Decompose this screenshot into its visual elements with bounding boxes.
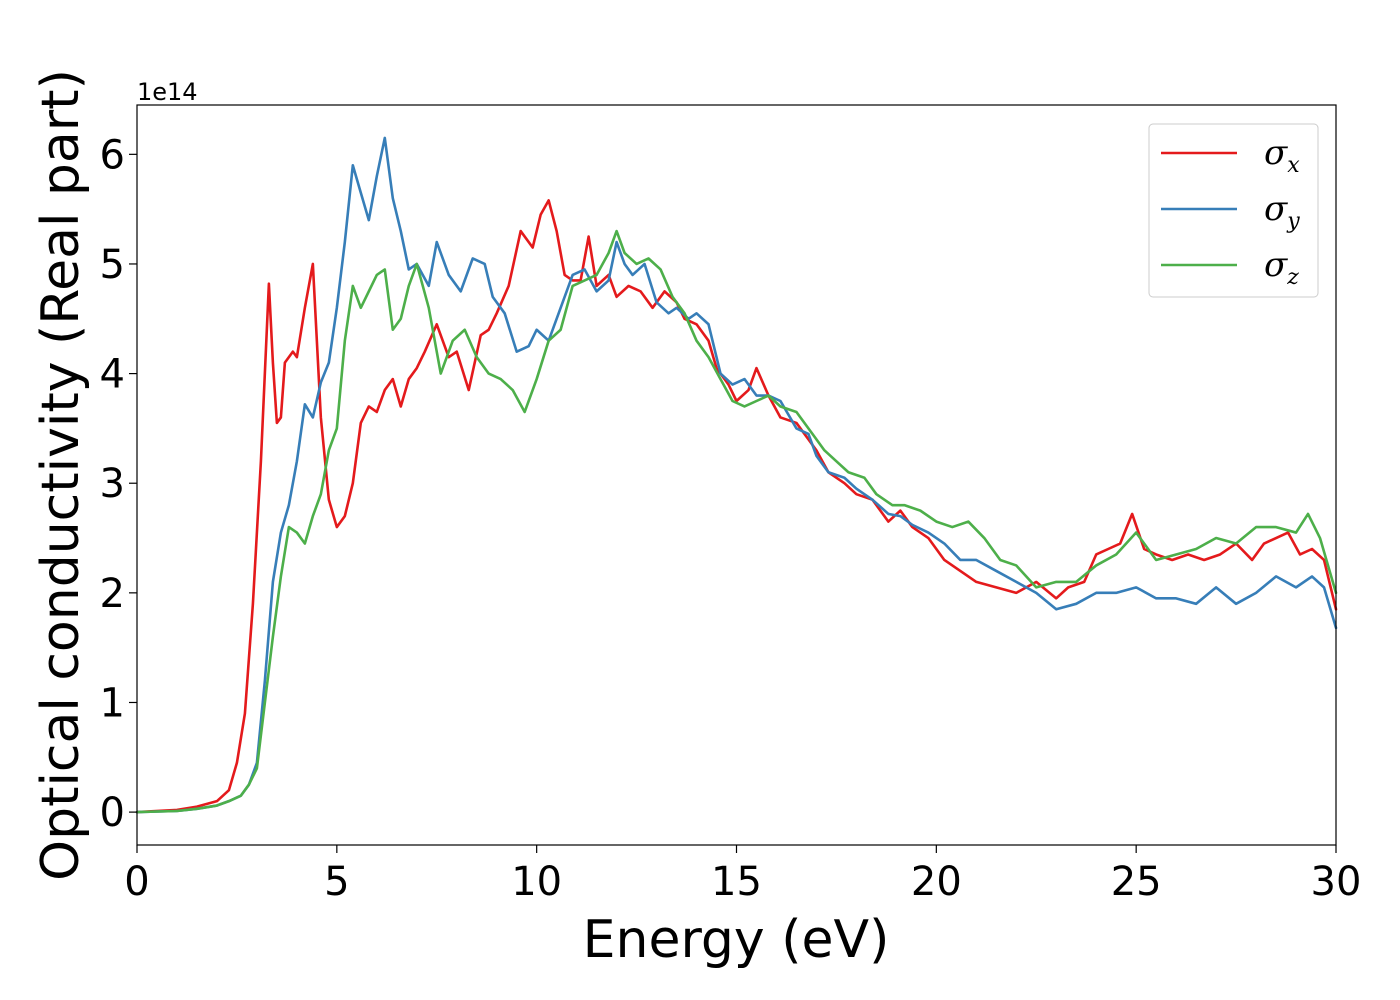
legend-label-x: σx: [1264, 133, 1300, 178]
x-tick-label: 25: [1111, 859, 1162, 905]
y-axis-ticks: 0 1 2 3 4 5 6: [100, 132, 137, 836]
series-line-x: [135, 199, 1338, 814]
x-axis-ticks: 0 5 10 15 20 25 30: [124, 845, 1361, 905]
legend-label-z: σz: [1264, 245, 1299, 290]
x-tick-label: 30: [1311, 859, 1362, 905]
x-tick-label: 20: [911, 859, 962, 905]
legend-frame: [1148, 123, 1319, 298]
y-axis-title: Optical conductivity (Real part): [31, 69, 91, 881]
y-tick-label: 4: [100, 352, 125, 398]
series-line-y: [135, 136, 1338, 814]
x-tick-label: 5: [324, 859, 349, 905]
series-layer: [135, 136, 1338, 814]
plot-area: [137, 105, 1336, 845]
series-line-z: [135, 229, 1338, 814]
x-tick-label: 0: [124, 859, 149, 905]
legend: σx σy σz: [1148, 123, 1319, 298]
y-tick-label: 2: [100, 571, 125, 617]
y-tick-label: 6: [100, 132, 125, 178]
legend-label-y: σy: [1264, 189, 1300, 234]
y-tick-label: 0: [100, 790, 125, 836]
y-offset-text: 1e14: [137, 78, 198, 106]
y-tick-label: 5: [100, 242, 125, 288]
y-tick-label: 1: [100, 680, 125, 726]
x-axis-title: Energy (eV): [583, 910, 890, 970]
x-tick-label: 10: [511, 859, 562, 905]
x-tick-label: 15: [711, 859, 762, 905]
y-tick-label: 3: [100, 461, 125, 507]
